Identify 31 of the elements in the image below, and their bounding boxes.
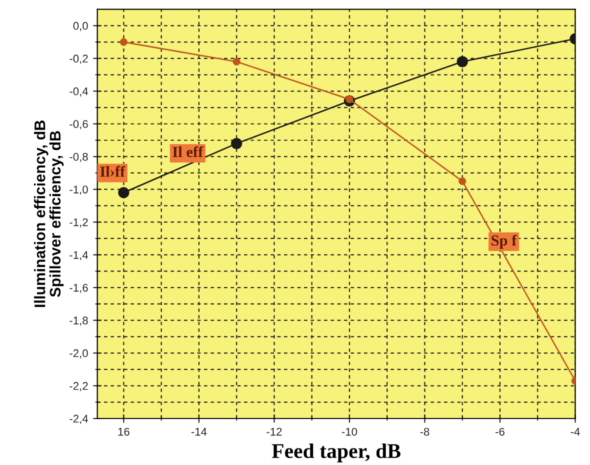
y-tick-label: 0,0	[73, 22, 88, 32]
y-tick-label: -0,6	[70, 120, 88, 130]
y-tick-label: -0,4	[70, 87, 88, 97]
y-tick-label: -1,4	[70, 251, 88, 260]
point	[456, 56, 468, 68]
annotation: Il›ff	[100, 166, 126, 177]
x-tick-label: -12	[266, 428, 282, 436]
y-tick-label: -1,6	[70, 284, 88, 294]
point	[118, 187, 130, 198]
annotation: Sp f	[492, 234, 517, 249]
y-tick-label: -0,2	[70, 54, 88, 64]
x-tick-label: -14	[191, 428, 207, 436]
x-tick-label: -10	[342, 428, 358, 436]
point	[232, 58, 240, 66]
x-tick-label: -8	[420, 428, 430, 436]
y-tick-label: -2,4	[70, 414, 88, 424]
y-tick-label: -1,2	[70, 218, 88, 228]
y-tick-label: -2,2	[70, 382, 88, 392]
x-axis-title: Feed taper, dB	[272, 443, 400, 462]
annotation: Il eff	[172, 146, 204, 158]
point	[458, 177, 466, 185]
x-tick-label: 16	[118, 428, 130, 436]
y-tick-label: -1,0	[70, 186, 88, 195]
y-tick-label: -0,8	[70, 152, 88, 162]
y-axis-title: Illumination efficiency, dB Spillover efficiency, dB	[34, 120, 64, 307]
x-tick-label: -6	[496, 428, 504, 436]
point	[120, 38, 128, 46]
y-tick-label: -2,0	[70, 349, 88, 358]
point	[231, 138, 242, 150]
y-tick-label: -1,8	[70, 316, 88, 326]
x-tick-label: -4	[570, 428, 580, 436]
